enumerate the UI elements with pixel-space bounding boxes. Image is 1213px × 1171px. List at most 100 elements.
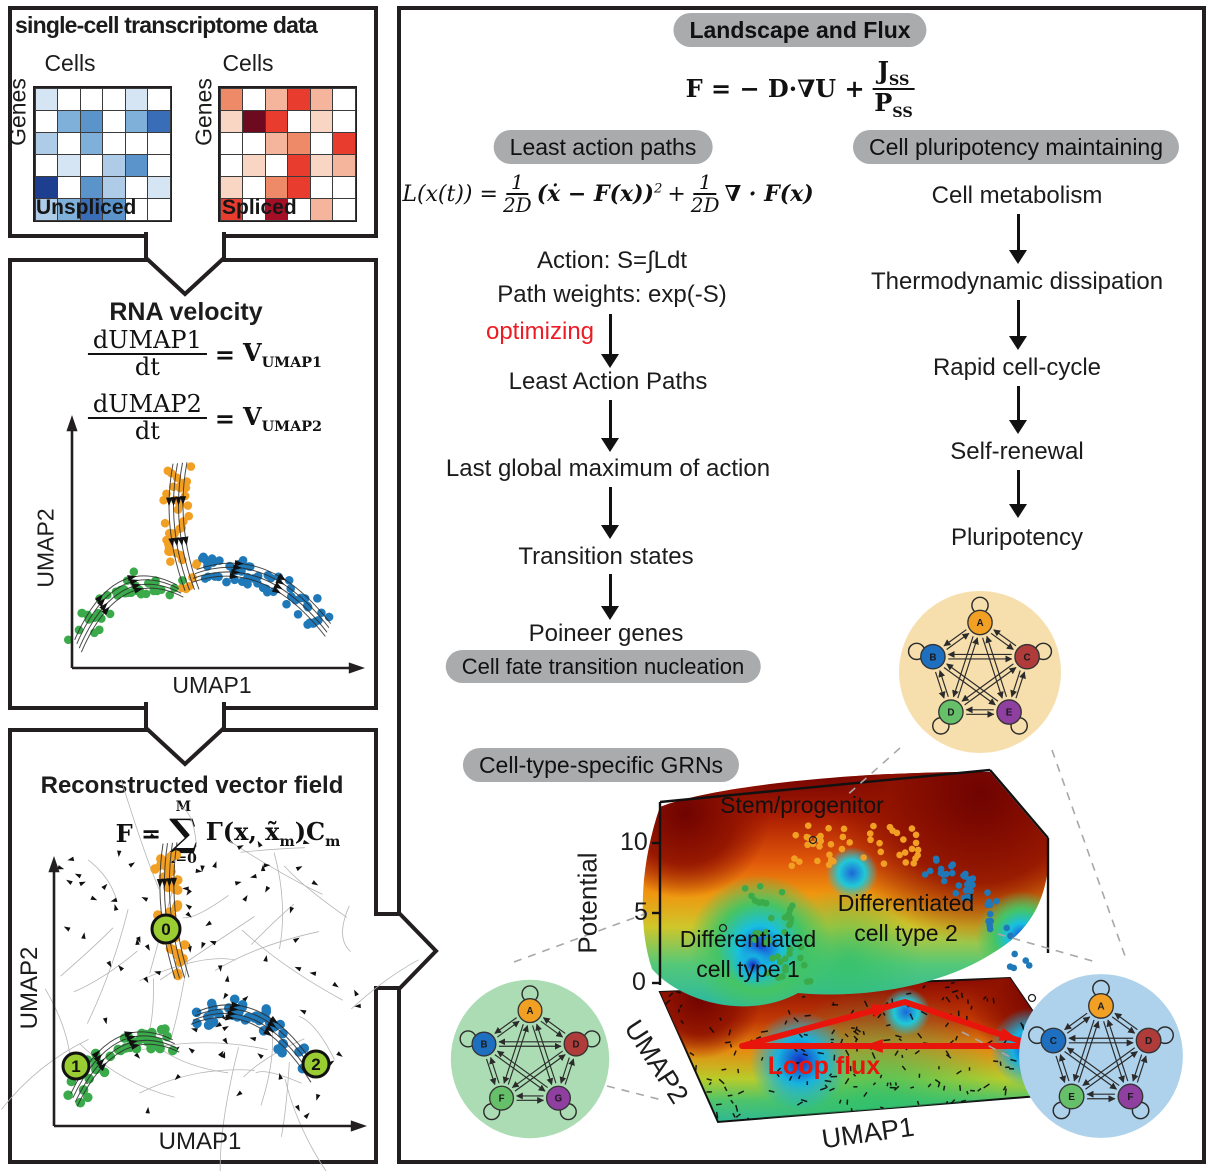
svg-text:E: E: [1068, 1092, 1075, 1103]
vf-xaxis-label: UMAP1: [158, 1128, 242, 1155]
eq1-denominator: dt: [134, 353, 160, 382]
grn-edges: [485, 1017, 575, 1104]
grn-node-C: C: [1040, 1027, 1067, 1054]
pluripotency-badge: Cell pluripotency maintaining: [852, 130, 1180, 165]
connector-down-1: [144, 232, 226, 297]
svg-text:F: F: [1127, 1092, 1133, 1103]
grn-badge: Cell-type-specific GRNs: [462, 748, 740, 783]
diff-cell-type-1-label: Differentiated cell type 1: [679, 926, 817, 982]
potential-tick-5: 5: [634, 898, 648, 926]
vector-field-formula: F = M ∑ i=0 Γ(x, x̃m)Cm: [116, 800, 341, 866]
cells-axis-label-spliced: Cells: [222, 50, 274, 76]
svg-text:B: B: [480, 1040, 487, 1051]
grn-node-A: A: [1088, 992, 1114, 1019]
grn-node-E: E: [996, 699, 1022, 725]
lap-eq-mid: (ẋ − F(x))2: [536, 181, 663, 207]
transcriptome-title: single-cell transcriptome data: [15, 12, 318, 38]
grn-node-B: B: [920, 643, 946, 670]
pluri-step-3: Rapid cell-cycle: [932, 354, 1102, 381]
pluri-step-5: Pluripotency: [950, 524, 1084, 551]
stem-progenitor-grn: A B C D E: [899, 591, 1061, 753]
lap-step-4: Poineer genes: [528, 620, 684, 647]
eq1-equals: =: [214, 339, 235, 369]
optimizing-label: optimizing: [485, 318, 595, 345]
least-action-paths-badge: Least action paths: [493, 130, 713, 165]
svg-text:F: F: [499, 1094, 505, 1105]
landscape-frame: [652, 768, 1050, 985]
grn-node-C: C: [1014, 643, 1040, 670]
flow-arrow: [600, 574, 620, 620]
panel-rna-velocity: [8, 258, 378, 710]
svg-text:0: 0: [161, 920, 170, 939]
lap-eq-tail: ∇ · F(x): [724, 181, 814, 207]
cell-type-1-grn: A B D F G: [450, 979, 610, 1139]
rna-streamlines: [74, 462, 332, 653]
spliced-label: Spliced: [222, 196, 297, 219]
eq2-denominator: dt: [134, 417, 160, 446]
pluri-step-4: Self-renewal: [950, 438, 1084, 465]
potential-tick-10: 10: [620, 828, 648, 856]
grn-edges: [1055, 1012, 1148, 1103]
lap-step-1: Least Action Paths: [508, 368, 708, 395]
flow-arrow: [600, 314, 620, 368]
landscape-3d-plot: [642, 768, 1090, 1124]
grn-node-F: F: [1117, 1083, 1144, 1110]
grn-node-D: D: [938, 699, 964, 725]
grn-node-E: E: [1058, 1083, 1085, 1110]
eq2-numerator: dUMAP2: [87, 391, 207, 420]
grn-node-B: B: [471, 1031, 497, 1057]
eq2-velocity: VUMAP2: [242, 401, 323, 435]
attractor-badge-1: 1: [61, 1051, 91, 1081]
rna-axes: [66, 415, 365, 674]
svg-text:B: B: [929, 652, 936, 663]
flow-arrow: [1008, 300, 1028, 350]
pluri-step-2: Thermodynamic dissipation: [870, 268, 1164, 295]
lap-step-3: Transition states: [518, 543, 694, 570]
svg-text:D: D: [947, 708, 954, 719]
path-weights-text: Path weights: exp(-S): [497, 281, 727, 308]
connector-right: [374, 912, 439, 990]
svg-text:1: 1: [71, 1057, 80, 1076]
svg-text:C: C: [1024, 652, 1031, 663]
cell-fate-badge: Cell fate transition nucleation: [445, 650, 761, 684]
vf-background-streamlines: [1, 779, 419, 1171]
svg-text:G: G: [555, 1094, 563, 1105]
unspliced-label: Unspliced: [36, 196, 137, 219]
svg-text:E: E: [1006, 708, 1013, 719]
flow-arrow: [1008, 386, 1028, 434]
svg-text:A: A: [527, 1006, 534, 1017]
surface-cell-clusters: [718, 822, 1037, 1003]
grn-node-D: D: [563, 1031, 589, 1057]
lap-step-2: Last global maximum of action: [445, 455, 771, 482]
flux-eq-fraction: JSS PSS: [872, 56, 915, 121]
flow-arrow: [600, 487, 620, 539]
loop-flux-label: Loop flux: [767, 1052, 881, 1080]
flow-arrow: [1008, 214, 1028, 264]
rna-velocity-title: RNA velocity: [109, 298, 263, 326]
grn-edges: [934, 629, 1026, 718]
vf-sum: M ∑ i=0: [169, 799, 198, 867]
heatmap-cell: [332, 197, 356, 221]
cell-type-2-grn: A C D E F: [1019, 974, 1183, 1138]
flux-equation: F = − D·∇U + JSS PSS: [686, 58, 915, 120]
grn-node-G: G: [545, 1085, 571, 1111]
cells-axis-label-unspliced: Cells: [44, 50, 96, 76]
svg-text:C: C: [1050, 1036, 1057, 1047]
svg-text:2: 2: [311, 1055, 320, 1074]
heatmap-cell: [147, 197, 171, 221]
potential-tick-0: 0: [632, 968, 646, 996]
grn-node-D: D: [1135, 1027, 1162, 1054]
unspliced-heatmap: [33, 86, 172, 222]
grn-node-A: A: [517, 998, 543, 1024]
attractor-badge-0: 0: [150, 913, 182, 945]
lap-eq-plus: +: [667, 181, 686, 207]
flux-eq-lhs: F = − D·∇U +: [685, 74, 865, 104]
rna-velocity-eq1: dUMAP1 dt = VUMAP1: [87, 327, 322, 382]
flow-arrow: [600, 400, 620, 452]
lap-eq-lhs: L(x(t)) =: [402, 181, 498, 207]
eq2-equals: =: [214, 403, 235, 433]
pluri-step-1: Cell metabolism: [931, 182, 1103, 209]
